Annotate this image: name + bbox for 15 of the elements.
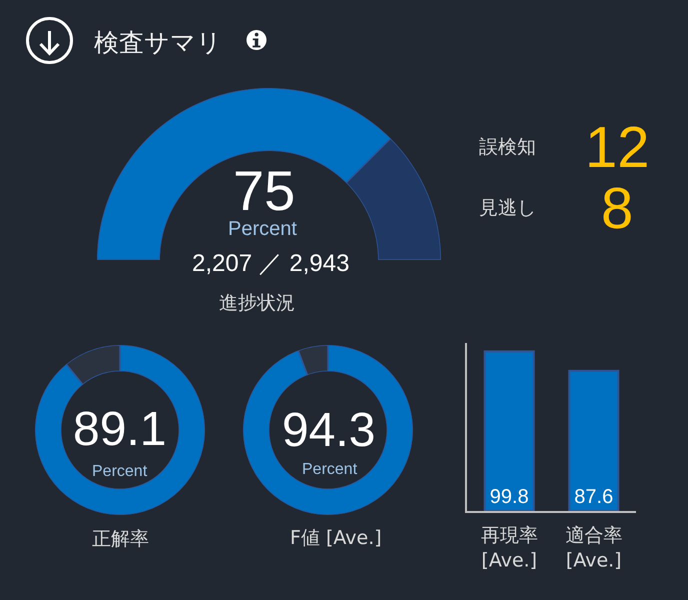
text: 進捗状況 bbox=[219, 292, 295, 314]
chart-title: 検査サマリ bbox=[94, 28, 222, 57]
text: Percent bbox=[92, 463, 148, 480]
data-label: 94.3 bbox=[282, 404, 376, 457]
text: 正解率 bbox=[92, 528, 149, 550]
category-label: 誤検知 bbox=[479, 136, 536, 158]
text: F値 [Ave.] bbox=[290, 527, 382, 549]
data-label: 99.8 bbox=[490, 486, 529, 508]
x-tick-label: 再現率 [Ave.] bbox=[480, 524, 538, 572]
data-label: 87.6 bbox=[574, 486, 614, 508]
category-label: 見逃し bbox=[479, 197, 536, 219]
text: 2,207 ／ 2,943 bbox=[192, 250, 350, 277]
text: Percent bbox=[302, 461, 358, 478]
data-label: 89.1 bbox=[73, 403, 166, 456]
x-tick-label: 適合率 [Ave.] bbox=[565, 524, 622, 572]
